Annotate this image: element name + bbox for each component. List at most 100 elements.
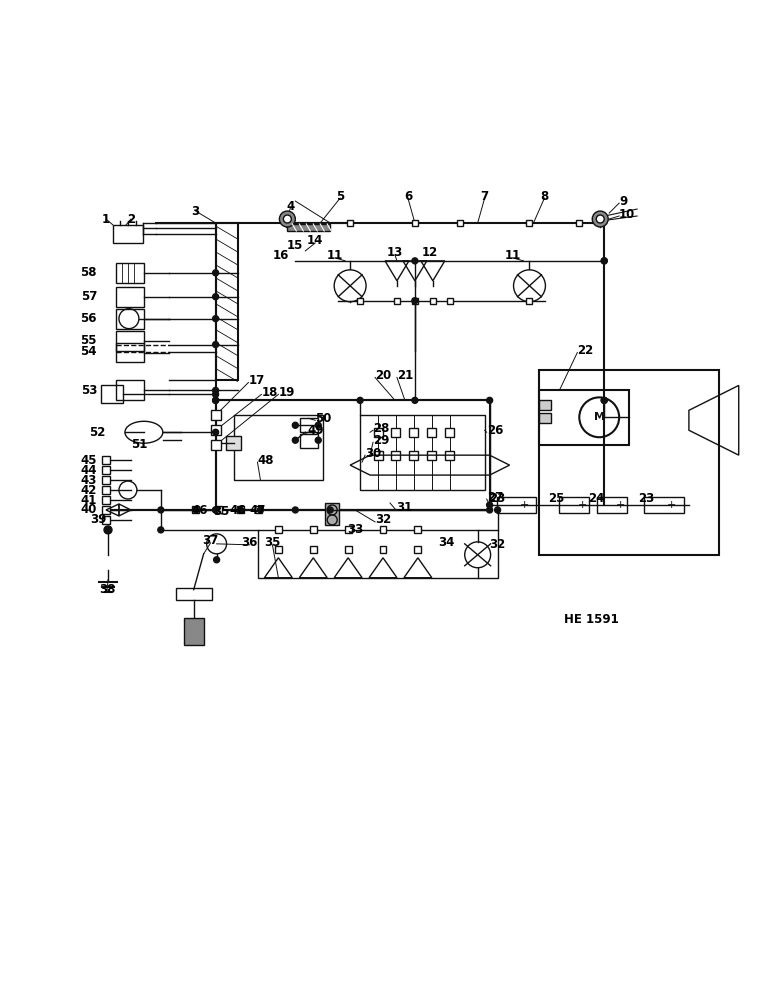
Circle shape [293,437,298,443]
Circle shape [212,397,218,403]
Circle shape [495,507,500,513]
Bar [116,343,144,362]
Bar [540,370,719,555]
Bar [184,618,204,645]
Bar [275,526,282,533]
Bar [598,497,627,513]
Bar [102,466,110,474]
Text: 38: 38 [99,583,115,596]
Circle shape [212,342,218,348]
Bar [102,476,110,484]
Text: 28: 28 [373,422,389,435]
Bar [102,506,110,514]
Bar [211,410,221,420]
Text: 46: 46 [229,504,245,517]
Circle shape [212,507,218,513]
Text: 30: 30 [365,447,381,460]
Circle shape [596,215,604,223]
Text: 18: 18 [262,386,278,399]
Text: 58: 58 [80,266,97,279]
Circle shape [601,258,608,264]
Text: 35: 35 [264,536,280,549]
Text: 6: 6 [404,190,412,203]
Bar [259,530,498,578]
Circle shape [283,215,291,223]
Bar [374,451,382,460]
Bar [113,225,143,243]
Text: 41: 41 [80,493,97,506]
Bar [116,309,144,329]
Bar [211,425,221,435]
Text: 21: 21 [397,369,413,382]
Text: +: + [667,500,676,510]
Bar [300,418,318,432]
Circle shape [315,422,321,428]
Text: 16: 16 [273,249,289,262]
Circle shape [486,507,493,513]
Text: HE 1591: HE 1591 [564,613,619,626]
Bar [430,298,436,304]
Text: 10: 10 [619,208,635,221]
Text: 23: 23 [489,492,506,505]
Bar [540,413,551,423]
Text: 37: 37 [202,534,218,547]
Bar [116,287,144,307]
Text: 48: 48 [258,454,274,467]
Circle shape [601,397,608,403]
Bar [325,503,339,525]
Bar [102,456,110,464]
Circle shape [258,507,263,513]
Circle shape [212,316,218,322]
Bar [457,220,462,226]
Bar [344,546,351,553]
Text: 11: 11 [504,249,520,262]
Text: 25: 25 [548,492,564,505]
Circle shape [212,397,218,403]
Circle shape [212,387,218,393]
Text: 54: 54 [80,345,97,358]
Circle shape [315,437,321,443]
Bar [102,516,110,524]
Bar [540,400,551,410]
Bar [101,385,123,403]
Text: 55: 55 [80,334,97,347]
Text: 1: 1 [102,213,110,226]
Bar [360,415,485,490]
Text: 46: 46 [191,504,208,517]
Bar [287,224,330,231]
Text: 11: 11 [327,249,344,262]
Circle shape [601,258,608,264]
Circle shape [212,270,218,276]
Bar [310,546,317,553]
Bar [116,263,144,283]
Circle shape [157,507,164,513]
Text: -: - [602,500,606,510]
Bar [409,451,418,460]
Text: +: + [520,500,529,510]
Text: 7: 7 [481,190,489,203]
Bar [192,506,199,513]
Circle shape [212,507,218,513]
Bar [225,436,241,450]
Text: -: - [654,500,658,510]
Circle shape [212,294,218,300]
Bar [116,380,144,400]
Circle shape [412,397,418,403]
Text: 45: 45 [80,454,97,467]
Text: 15: 15 [287,239,303,252]
Bar [215,223,238,380]
Text: 4: 4 [286,200,294,213]
Text: 27: 27 [486,491,503,504]
Bar [409,428,418,437]
Text: 51: 51 [131,438,147,451]
Bar [344,526,351,533]
Text: 35: 35 [213,505,230,518]
Bar [412,298,418,304]
Text: 42: 42 [80,484,97,497]
Bar [527,298,533,304]
Bar [102,486,110,494]
Text: 22: 22 [577,344,594,357]
Text: 44: 44 [80,464,97,477]
Text: 56: 56 [80,312,97,325]
Text: 33: 33 [347,523,364,536]
